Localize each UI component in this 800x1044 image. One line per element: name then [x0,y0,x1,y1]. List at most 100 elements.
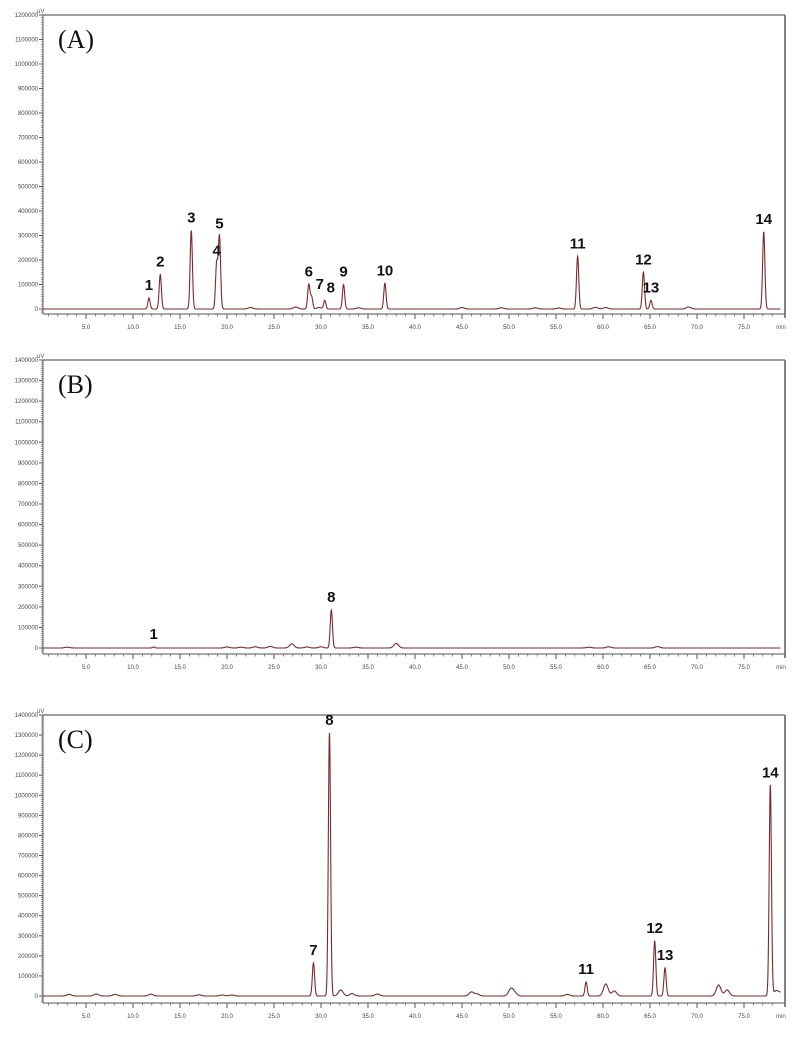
y-tick-label: 0 [35,994,39,1000]
x-tick-label: 5.0 [82,1014,91,1020]
y-tick-label: 100000 [18,974,39,980]
peak-label: 13 [657,947,674,964]
x-tick-label: 65.0 [644,325,656,331]
y-tick-label: 1400000 [15,358,39,364]
y-tick-label: 300000 [18,234,39,240]
y-tick-label: 700000 [18,854,39,860]
y-tick-label: 1100000 [15,420,39,426]
x-tick-label: 65.0 [644,665,656,671]
y-tick-label: 600000 [18,523,39,529]
x-tick-label: 50.0 [503,1014,515,1020]
peak-label: 8 [327,589,335,606]
x-tick-label: 10.0 [127,325,139,331]
x-tick-label: 35.0 [362,665,374,671]
y-unit-label: uV [37,709,44,715]
x-tick-label: 30.0 [315,325,327,331]
peak-label: 8 [325,712,333,729]
x-tick-label: 20.0 [221,665,233,671]
x-tick-label: 45.0 [456,325,468,331]
x-tick-label: 75.0 [738,1014,750,1020]
peak-label: 1 [150,626,158,643]
peak-label: 7 [309,942,317,959]
x-tick-label: 65.0 [644,1014,656,1020]
y-tick-label: 200000 [18,258,39,264]
y-tick-label: 700000 [18,502,39,508]
x-tick-label: 45.0 [456,1014,468,1020]
peak-label: 1 [145,277,153,294]
x-unit-label: min [776,1014,786,1020]
x-tick-label: 55.0 [550,1014,562,1020]
y-tick-label: 300000 [18,584,39,590]
y-tick-label: 400000 [18,209,39,215]
x-tick-label: 40.0 [409,1014,421,1020]
x-tick-label: 45.0 [456,665,468,671]
y-tick-label: 500000 [18,543,39,549]
peak-label: 14 [755,211,772,228]
x-tick-label: 5.0 [82,325,91,331]
y-tick-label: 1200000 [15,399,39,405]
y-tick-label: 500000 [18,894,39,900]
y-tick-label: 100000 [18,625,39,631]
x-tick-label: 55.0 [550,665,562,671]
peak-label: 11 [578,961,594,978]
y-tick-label: 400000 [18,914,39,920]
y-tick-label: 1300000 [15,379,39,385]
y-unit-label: uV [37,354,44,360]
x-tick-label: 70.0 [691,325,703,331]
y-tick-label: 0 [35,307,39,313]
x-tick-label: 50.0 [503,665,515,671]
x-tick-label: 50.0 [503,325,515,331]
peak-label: 6 [305,264,313,281]
peak-label: 9 [339,264,347,281]
y-tick-label: 1300000 [15,733,39,739]
peak-label: 14 [762,764,779,781]
y-tick-label: 100000 [18,283,39,289]
x-tick-label: 60.0 [597,325,609,331]
y-tick-label: 800000 [18,833,39,839]
x-tick-label: 75.0 [738,665,750,671]
x-tick-label: 60.0 [597,665,609,671]
y-tick-label: 1100000 [15,773,39,779]
panel-a: 0 100000 200000 300000 400000 500000 600000 700… [15,9,786,331]
y-tick-label: 200000 [18,954,39,960]
x-tick-label: 60.0 [597,1014,609,1020]
x-tick-label: 15.0 [174,325,186,331]
x-tick-label: 70.0 [691,665,703,671]
y-tick-label: 800000 [18,481,39,487]
x-tick-label: 30.0 [315,665,327,671]
y-tick-label: 600000 [18,160,39,166]
y-tick-label: 1100000 [15,38,39,44]
y-tick-label: 1000000 [15,62,39,68]
peak-label: 7 [316,276,324,293]
peak-label: 11 [570,235,586,252]
y-tick-label: 900000 [18,87,39,93]
y-tick-label: 500000 [18,185,39,191]
panel-label: (A) [58,25,94,54]
x-tick-label: 25.0 [268,1014,280,1020]
y-tick-label: 400000 [18,564,39,570]
peak-label: 3 [187,210,195,227]
x-unit-label: min [776,325,786,331]
x-tick-label: 15.0 [174,665,186,671]
x-tick-label: 15.0 [174,1014,186,1020]
panel-label: (B) [58,370,93,399]
y-tick-label: 600000 [18,874,39,880]
peak-label: 4 [212,243,221,260]
x-tick-label: 25.0 [268,325,280,331]
y-tick-label: 800000 [18,111,39,117]
y-tick-label: 1200000 [15,13,39,19]
peak-label: 5 [215,216,223,233]
y-tick-label: 900000 [18,813,39,819]
y-tick-label: 0 [35,646,39,652]
x-tick-label: 10.0 [127,1014,139,1020]
x-tick-label: 55.0 [550,325,562,331]
x-tick-label: 35.0 [362,325,374,331]
y-unit-label: uV [37,9,44,15]
y-tick-label: 1000000 [15,440,39,446]
panel-label: (C) [58,725,93,754]
x-tick-label: 35.0 [362,1014,374,1020]
peak-label: 12 [646,920,663,937]
y-tick-label: 200000 [18,605,39,611]
x-tick-label: 5.0 [82,665,91,671]
peak-label: 8 [327,279,335,296]
